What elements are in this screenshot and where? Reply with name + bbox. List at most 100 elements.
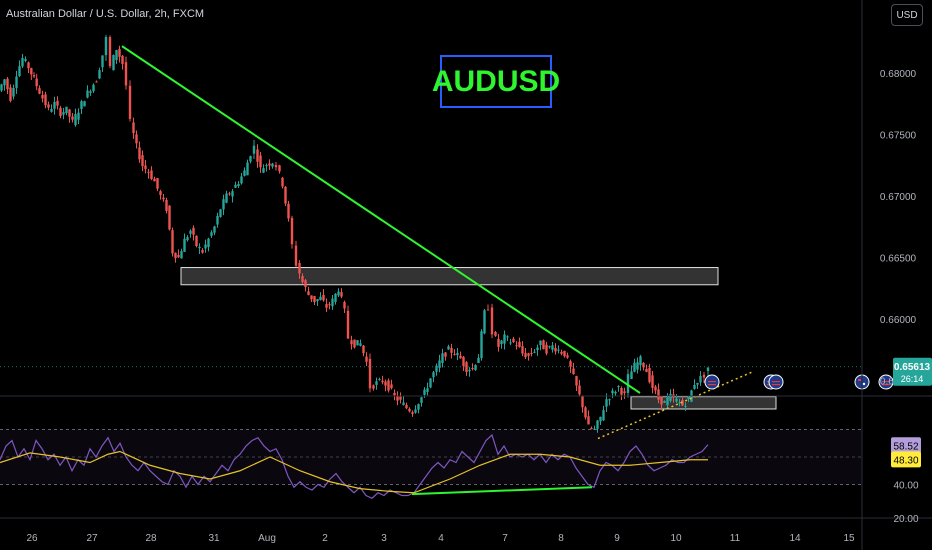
candle-body <box>372 385 375 389</box>
candle-body <box>316 299 319 302</box>
candle-body <box>271 163 274 167</box>
candle-body <box>71 116 74 120</box>
candle-body <box>447 346 450 350</box>
candle-body <box>65 106 68 114</box>
candle-body <box>636 362 639 370</box>
price-tick-label: 0.66500 <box>880 254 917 265</box>
rsi-ma-label: 48.30 <box>893 455 918 466</box>
candle-body <box>608 399 611 401</box>
support-resistance-zones[interactable] <box>180 267 777 410</box>
candle-body <box>313 296 316 303</box>
zone-rectangle <box>180 267 719 286</box>
candle-body <box>274 165 278 168</box>
candle-body <box>587 416 590 425</box>
candle-body <box>112 55 115 71</box>
candle-body <box>545 344 548 354</box>
time-tick-label: 9 <box>614 533 620 544</box>
time-tick-label: 28 <box>145 533 157 544</box>
candle-body <box>121 55 124 64</box>
candle-body <box>213 226 216 233</box>
candle-body <box>494 332 497 336</box>
economic-events[interactable] <box>704 374 894 390</box>
candle-body <box>328 304 331 306</box>
time-tick-label: 10 <box>670 533 682 544</box>
candle-body <box>331 298 334 307</box>
candle-body <box>459 355 462 359</box>
time-tick-label: 4 <box>438 533 444 544</box>
symbol-annotation[interactable]: AUDUSD <box>432 55 560 108</box>
candle-body <box>92 84 95 92</box>
candle-body <box>74 114 77 126</box>
candle-body <box>319 296 322 301</box>
candle-body <box>663 400 666 403</box>
candle-body <box>575 376 578 386</box>
candle-body <box>307 291 310 295</box>
candle-body <box>678 402 681 404</box>
time-tick-label: 27 <box>86 533 98 544</box>
candle-body <box>234 184 237 188</box>
candle-body <box>432 372 435 378</box>
candle-body <box>393 392 396 396</box>
candle-body <box>521 346 524 354</box>
candle-body <box>337 291 340 296</box>
currency-button[interactable]: USD <box>891 4 923 26</box>
candle-body <box>435 365 438 372</box>
candle-body <box>626 374 630 393</box>
candle-body <box>486 309 490 311</box>
candle-body <box>24 59 27 61</box>
drawn-trendlines[interactable] <box>121 45 753 440</box>
flag-stripe <box>882 381 890 383</box>
candle-body <box>101 55 104 68</box>
candle-body <box>536 347 539 351</box>
candle-body <box>548 346 551 348</box>
candle-body <box>378 379 381 381</box>
candle-body <box>414 409 417 413</box>
candle-body <box>165 199 168 211</box>
candle-body <box>642 362 645 368</box>
candle-body <box>3 79 6 86</box>
candle-body <box>474 365 477 370</box>
candle-body <box>696 382 699 385</box>
candle-body <box>249 156 252 162</box>
candle-body <box>201 250 204 253</box>
candle-body <box>693 385 696 389</box>
candle-body <box>153 178 156 182</box>
candle-body <box>98 70 101 79</box>
candle-body <box>390 384 393 389</box>
candle-body <box>590 428 593 430</box>
candle-body <box>399 396 402 400</box>
candle-body <box>375 381 378 385</box>
candle-body <box>477 357 480 364</box>
time-tick-label: 7 <box>502 533 508 544</box>
time-tick-label: 14 <box>789 533 801 544</box>
event-flag-us-icon[interactable] <box>768 374 784 390</box>
candle-body <box>506 336 509 338</box>
candle-body <box>21 58 24 67</box>
event-flag-au-us-icon[interactable] <box>704 374 720 390</box>
candle-body <box>584 407 587 418</box>
candle-body <box>527 353 530 356</box>
time-tick-label: 26 <box>26 533 38 544</box>
rsi-band-fill <box>0 429 862 485</box>
candle-body <box>509 342 512 344</box>
candle-body <box>15 76 18 88</box>
countdown-label: 26:14 <box>901 374 924 384</box>
candle-body <box>59 107 62 117</box>
candle-body <box>657 389 660 400</box>
candle-body <box>222 199 225 210</box>
candle-body <box>645 368 648 373</box>
candle-body <box>512 338 515 343</box>
candle-body <box>654 386 657 391</box>
candle-body <box>301 275 304 283</box>
candle-body <box>225 193 228 203</box>
flag-stripe <box>772 384 780 386</box>
candle-body <box>441 353 444 364</box>
candle-body <box>41 94 44 99</box>
candle-body <box>0 84 3 91</box>
time-tick-label: 3 <box>381 533 387 544</box>
candle-body <box>620 387 623 395</box>
candle-body <box>572 368 575 375</box>
candle-body <box>89 91 92 93</box>
